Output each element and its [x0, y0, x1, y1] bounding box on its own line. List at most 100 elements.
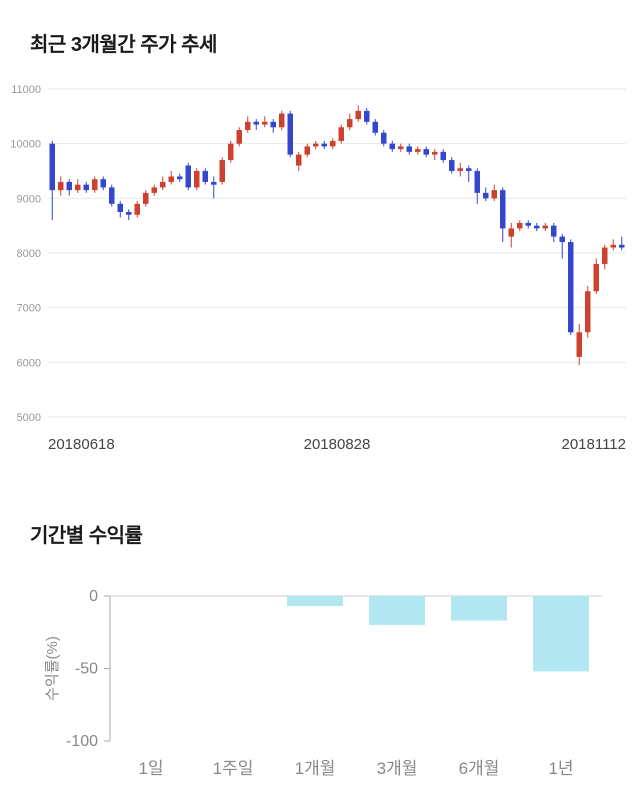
- candle-body: [160, 181, 166, 188]
- candle-body: [508, 228, 514, 237]
- candle-body: [109, 187, 115, 204]
- bar: [369, 596, 425, 625]
- candle-body: [491, 190, 497, 199]
- candle-body: [202, 171, 208, 182]
- candle-body: [49, 143, 55, 191]
- candle-body: [568, 242, 574, 333]
- candle-body: [134, 203, 140, 215]
- candle-body: [296, 154, 302, 166]
- bar: [287, 596, 343, 607]
- candle-body: [559, 236, 565, 243]
- price-trend-title: 최근 3개월간 주가 추세: [30, 34, 217, 56]
- y-tick-label: 8000: [17, 248, 41, 260]
- candle-body: [117, 203, 123, 212]
- candle-body: [58, 181, 64, 191]
- candle-body: [228, 143, 234, 161]
- candle-body: [219, 160, 225, 182]
- y-tick-label: -50: [75, 661, 98, 678]
- candle-body: [338, 127, 344, 141]
- candle-body: [194, 171, 200, 188]
- bar: [451, 596, 507, 621]
- candle-body: [253, 121, 259, 125]
- x-category-label: 1주일: [213, 759, 254, 778]
- candle-body: [270, 121, 276, 128]
- candle-body: [372, 121, 378, 133]
- candle-body: [483, 192, 489, 199]
- y-tick-label: 9000: [17, 193, 41, 205]
- x-tick-label: 20180828: [304, 436, 371, 453]
- y-axis-title: 수익률(%): [44, 636, 61, 701]
- candle-body: [585, 291, 591, 333]
- price-candlestick-chart: 11000 10000 9000 8000 7000 6000 5000 20180618 20…: [10, 84, 626, 453]
- candle-body: [92, 179, 98, 191]
- candle-body: [168, 176, 174, 182]
- candle-body: [211, 181, 217, 185]
- candle-body: [542, 225, 548, 229]
- candle-body: [423, 149, 429, 155]
- candle-body: [245, 121, 251, 130]
- candle-body: [457, 168, 463, 171]
- candle-body: [576, 332, 582, 357]
- returns-bar-chart: 0 -50 -100 수익률(%) 1일 1주일 1개월 3개월 6개월 1년: [44, 588, 602, 778]
- candle-body: [262, 121, 268, 125]
- candle-body: [143, 192, 149, 204]
- y-tick-label: 10000: [10, 139, 41, 151]
- candle-body: [347, 119, 353, 128]
- candle-body: [449, 160, 455, 171]
- candle-body: [381, 132, 387, 144]
- x-tick-label: 20180618: [48, 436, 115, 453]
- candle-body: [610, 244, 616, 248]
- returns-chart-wrap: 0 -50 -100 수익률(%) 1일 1주일 1개월 3개월 6개월 1년: [0, 578, 640, 810]
- x-category-label: 6개월: [459, 759, 500, 778]
- candle-body: [330, 140, 336, 147]
- y-tick-label: 7000: [17, 303, 41, 315]
- candle-body: [313, 143, 319, 147]
- bar: [533, 596, 589, 672]
- candle-body: [75, 184, 81, 191]
- x-category-label: 1년: [548, 759, 573, 778]
- candle-body: [355, 110, 361, 120]
- x-category-label: 3개월: [377, 759, 418, 778]
- candle-body: [66, 181, 72, 191]
- candle-body: [534, 225, 540, 229]
- price-trend-section: 최근 3개월간 주가 추세 11000 10000 9000 8000 7000 6000…: [0, 34, 640, 465]
- candle-body: [406, 146, 412, 152]
- candle-body: [151, 187, 157, 193]
- candle-body: [415, 149, 421, 152]
- candle-body: [398, 146, 404, 150]
- candle-body: [602, 247, 608, 264]
- candle-body: [287, 113, 293, 155]
- candle-body: [500, 190, 506, 229]
- price-chart-wrap: 11000 10000 9000 8000 7000 6000 5000 20180618 20…: [0, 75, 640, 465]
- x-tick-label: 20181112: [561, 436, 626, 453]
- candle-body: [321, 143, 327, 147]
- candle-body: [432, 151, 438, 155]
- candle-body: [126, 212, 132, 215]
- returns-title: 기간별 수익률: [30, 525, 143, 547]
- candle-body: [389, 143, 395, 150]
- candle-body: [551, 225, 557, 237]
- candle-body: [83, 184, 89, 191]
- returns-section: 기간별 수익률 0 -50 -100 수익률(%) 1일 1주일 1개월 3개월 6개월 1년: [0, 491, 640, 810]
- candle-body: [304, 146, 310, 155]
- candle-body: [440, 151, 446, 161]
- candle-body: [517, 222, 523, 229]
- candle-body: [177, 176, 183, 180]
- y-tick-label: 5000: [17, 412, 41, 424]
- y-tick-label: -100: [66, 733, 98, 750]
- candle-body: [364, 110, 370, 122]
- candle-body: [236, 130, 242, 144]
- candle-body: [185, 165, 191, 188]
- candle-body: [466, 168, 472, 171]
- x-category-label: 1일: [138, 759, 163, 778]
- candle-body: [279, 113, 285, 128]
- candle-body: [100, 179, 106, 188]
- x-category-label: 1개월: [295, 759, 336, 778]
- candle-body: [474, 171, 480, 193]
- candle-body: [525, 222, 531, 226]
- candle-body: [593, 263, 599, 292]
- y-tick-label: 6000: [17, 357, 41, 369]
- y-tick-label: 0: [89, 588, 98, 605]
- y-tick-label: 11000: [11, 84, 41, 96]
